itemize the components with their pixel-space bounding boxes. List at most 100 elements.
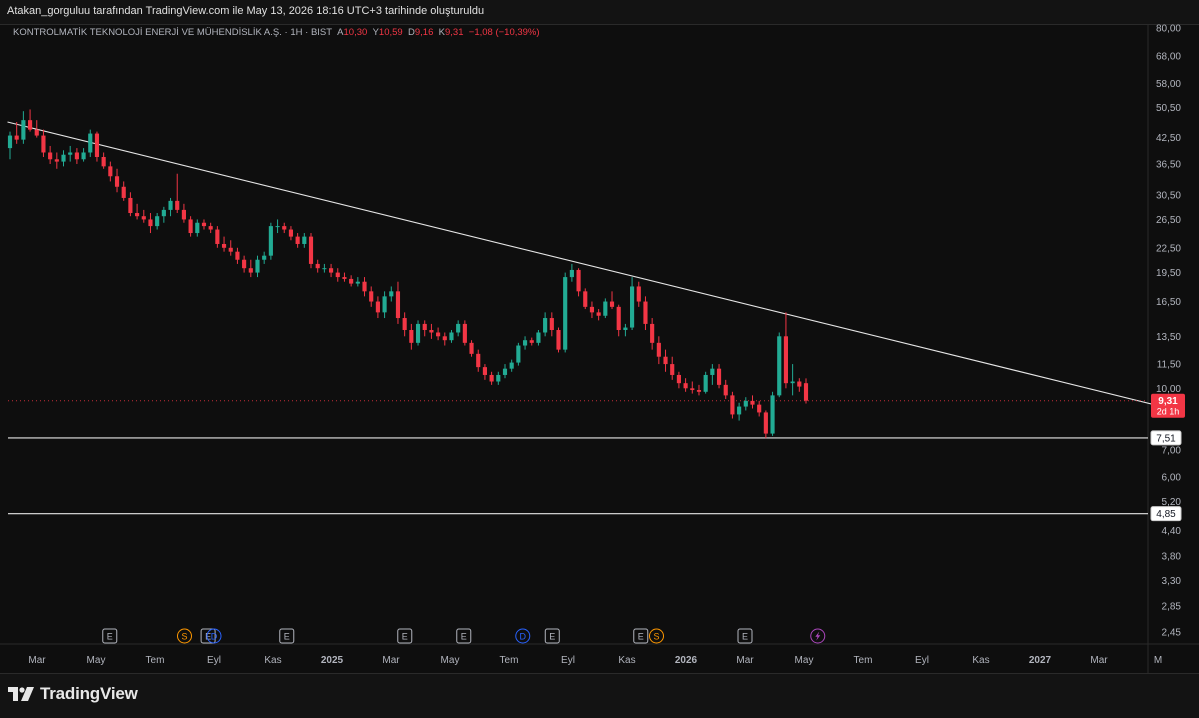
- tradingview-logo[interactable]: TradingView: [8, 684, 138, 704]
- candle: [576, 268, 581, 297]
- earnings-event-icon[interactable]: E: [279, 628, 295, 644]
- time-tick-label: Mar: [736, 655, 754, 666]
- candle: [770, 391, 775, 436]
- candle-body: [369, 291, 374, 302]
- candle-body: [128, 197, 133, 214]
- candle-body: [61, 154, 66, 162]
- candle-body: [703, 374, 708, 392]
- candle-body: [489, 374, 494, 382]
- candle: [342, 272, 347, 282]
- price-tick-label: 30,50: [1156, 191, 1181, 202]
- candle: [88, 129, 93, 157]
- earnings-event-icon[interactable]: E: [200, 628, 216, 644]
- candle: [757, 400, 762, 417]
- interval[interactable]: 1H: [290, 27, 303, 38]
- tradingview-brand: TradingView: [40, 684, 138, 703]
- price-tick-label: 3,30: [1162, 576, 1182, 587]
- candle: [496, 371, 501, 385]
- candle-body: [235, 251, 240, 260]
- candle: [763, 410, 768, 439]
- svg-text:E: E: [638, 632, 644, 642]
- price-tick-label: 5,20: [1162, 497, 1182, 508]
- candle: [589, 301, 595, 319]
- candle-body: [710, 368, 715, 375]
- candle: [730, 391, 735, 419]
- candle: [696, 384, 702, 396]
- candle-body: [148, 219, 153, 227]
- candle: [482, 364, 487, 380]
- candle-body: [308, 236, 314, 264]
- time-tick-label: Tem: [500, 655, 519, 666]
- price-tick-label: 80,00: [1156, 24, 1181, 35]
- lightning-event-icon[interactable]: [810, 628, 826, 644]
- price-level-badge: 7,51: [1150, 430, 1182, 446]
- split-event-icon[interactable]: S: [177, 628, 192, 644]
- candle-body: [21, 120, 26, 140]
- candle: [797, 378, 802, 392]
- candle-body: [797, 381, 802, 387]
- candle: [375, 296, 380, 319]
- symbol-name[interactable]: KONTROLMATİK TEKNOLOJİ ENERJİ VE MÜHENDİ…: [13, 27, 282, 38]
- candle-body: [790, 381, 795, 384]
- candle-body: [201, 222, 207, 227]
- candle-body: [716, 368, 722, 385]
- candle-body: [94, 133, 100, 157]
- candle-body: [54, 159, 59, 162]
- earnings-event-icon[interactable]: E: [544, 628, 560, 644]
- earnings-event-icon[interactable]: E: [633, 628, 649, 644]
- candle-body: [670, 364, 675, 375]
- candle-body: [175, 200, 180, 210]
- candle-body: [623, 327, 628, 330]
- candle: [670, 356, 675, 380]
- candle: [235, 247, 240, 264]
- price-tick-label: 11,50: [1157, 360, 1182, 371]
- candle-body: [516, 345, 521, 363]
- candle: [502, 364, 508, 379]
- candle: [295, 233, 300, 248]
- candle-body: [569, 269, 574, 278]
- candle: [255, 255, 260, 278]
- time-axis: Mar May Tem Eyl Kas 2025 Mar May Tem Eyl Kas 2026 Ma…: [28, 655, 1162, 666]
- candle-body: [436, 332, 441, 337]
- time-tick-label: Mar: [1090, 655, 1108, 666]
- price-tick-label: 3,80: [1162, 551, 1182, 562]
- split-event-icon[interactable]: S: [649, 628, 664, 644]
- candle-body: [636, 286, 641, 302]
- candle: [114, 168, 120, 193]
- candle: [777, 332, 782, 398]
- dividend-event-icon[interactable]: D: [206, 628, 222, 644]
- candle-body: [556, 330, 561, 350]
- earnings-event-icon[interactable]: E: [456, 628, 472, 644]
- candle: [429, 323, 434, 339]
- candle-body: [34, 129, 39, 136]
- candle-body: [476, 353, 481, 368]
- earnings-event-icon[interactable]: E: [397, 628, 413, 644]
- earnings-event-icon[interactable]: E: [737, 628, 753, 644]
- candle: [690, 381, 695, 394]
- svg-text:S: S: [181, 632, 187, 642]
- time-tick-label: Eyl: [207, 655, 221, 666]
- candle: [456, 320, 461, 337]
- candle-body: [355, 281, 360, 284]
- candle: [14, 122, 19, 144]
- candle-body: [315, 263, 320, 269]
- candle: [175, 173, 180, 214]
- earnings-event-icon[interactable]: E: [102, 628, 118, 644]
- candle: [121, 181, 126, 201]
- candle: [549, 312, 554, 337]
- candle-body: [74, 152, 79, 160]
- candle-body: [576, 269, 581, 292]
- candle-body: [382, 296, 387, 313]
- candle: [242, 255, 247, 273]
- dividend-event-icon[interactable]: D: [515, 628, 531, 644]
- candle-body: [395, 291, 401, 319]
- exchange: BIST: [310, 27, 332, 38]
- candle-body: [757, 404, 762, 413]
- candle: [322, 263, 327, 273]
- time-tick-label: 2025: [321, 655, 344, 666]
- close-value: 9,31: [444, 27, 464, 38]
- symbol-legend: KONTROLMATİK TEKNOLOJİ ENERJİ VE MÜHENDİ…: [13, 27, 540, 38]
- close-label: K: [438, 27, 445, 38]
- candle-body: [609, 301, 615, 307]
